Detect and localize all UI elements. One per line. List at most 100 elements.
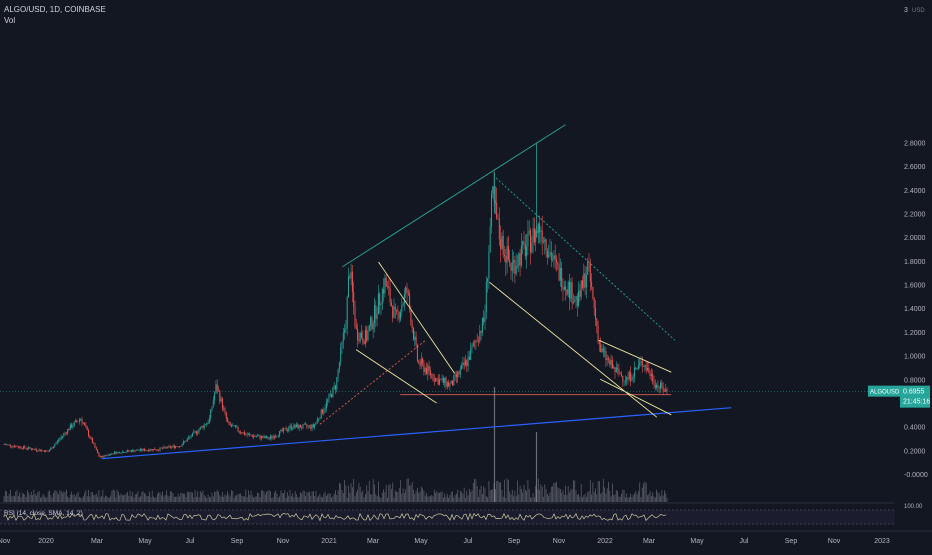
candle-body-417 <box>545 239 547 251</box>
volume-bar-89 <box>119 495 121 502</box>
candle-body-199 <box>262 436 264 438</box>
volume-bar-467 <box>610 496 612 502</box>
volume-bar-263 <box>345 485 347 502</box>
volume-bar-22 <box>32 494 33 502</box>
volume-bar-491 <box>641 487 643 502</box>
candle-body-31 <box>43 450 45 453</box>
volume-label[interactable]: Vol <box>4 16 16 25</box>
volume-bar-18 <box>27 489 28 502</box>
volume-bar-329 <box>431 495 433 502</box>
candle-body-134 <box>177 446 179 448</box>
candle-body-420 <box>549 252 551 255</box>
volume-bar-96 <box>128 495 130 502</box>
axis-tick-2.6000: 2.6000 <box>904 164 926 171</box>
time-label-16: Jul <box>740 538 749 545</box>
candle-body-427 <box>558 264 560 281</box>
volume-bar-222 <box>292 493 293 502</box>
volume-bar-261 <box>342 493 344 502</box>
candle-body-22 <box>32 449 34 451</box>
volume-bar-368 <box>482 494 483 502</box>
volume-bar-425 <box>556 481 557 502</box>
candle-body-154 <box>203 424 205 429</box>
volume-bar-149 <box>197 491 199 502</box>
candle-body-173 <box>228 422 230 423</box>
volume-bar-379 <box>496 480 498 502</box>
volume-bar-65 <box>88 489 89 502</box>
candle-body-351 <box>459 369 461 375</box>
volume-bar-59 <box>80 497 82 502</box>
volume-bar-84 <box>112 489 114 502</box>
candle-body-438 <box>572 301 574 304</box>
candle-body-36 <box>50 448 52 451</box>
time-axis[interactable]: Nov 2020 Mar May Jul Sep Nov 2021 Mar May Jul Sep No… <box>0 530 932 545</box>
volume-bar-301 <box>394 490 396 502</box>
candle-body-394 <box>515 265 517 274</box>
candle-body-338 <box>442 378 444 383</box>
volume-bar-271 <box>355 492 357 502</box>
volume-bar-28 <box>40 497 41 502</box>
volume-bar-420 <box>549 492 551 502</box>
candle-body-500 <box>653 381 655 385</box>
candle-body-72 <box>97 449 99 453</box>
volume-bar-152 <box>201 492 202 502</box>
candle-body-443 <box>579 290 581 297</box>
candle-body-101 <box>134 450 136 452</box>
candle-body-73 <box>98 452 100 457</box>
candle-body-391 <box>511 262 513 271</box>
volume-bar-46 <box>63 491 65 502</box>
candle-body-144 <box>190 436 192 438</box>
time-label-3: May <box>138 538 152 545</box>
candle-body-193 <box>254 435 256 437</box>
candle-body-125 <box>166 447 167 449</box>
volume-bar-254 <box>333 493 335 502</box>
candle-body-341 <box>446 382 448 387</box>
candle-body-395 <box>517 265 518 267</box>
volume-bar-19 <box>28 492 30 502</box>
candle-body-70 <box>94 443 96 448</box>
candles <box>3 142 668 458</box>
volume-bar-139 <box>184 493 186 502</box>
volume-bar-4 <box>8 493 10 502</box>
volume-bar-318 <box>417 487 418 502</box>
candle-body-131 <box>173 445 175 448</box>
candle-body-247 <box>324 408 326 411</box>
volume-bar-26 <box>37 492 39 502</box>
volume-bar-459 <box>600 493 602 502</box>
candle-body-2 <box>6 444 8 446</box>
volume-bar-81 <box>108 497 110 502</box>
volume-bar-331 <box>433 489 435 502</box>
volume-bar-155 <box>205 496 206 502</box>
volume-bar-466 <box>609 490 611 502</box>
volume-bar-225 <box>296 494 297 502</box>
volume-bar-315 <box>413 489 414 502</box>
candle-body-47 <box>64 432 66 434</box>
symbol-line[interactable]: ALGO/USD, 1D, COINBASE <box>4 5 106 14</box>
volume-bar-203 <box>267 490 269 502</box>
candle-body-34 <box>47 450 49 452</box>
volume-bar-404 <box>528 488 530 502</box>
price-axis[interactable]: 3 USD 2.8000 2.6000 2.4000 2.2000 2.0000 1.8000… <box>868 7 930 510</box>
volume-bar-83 <box>111 490 113 502</box>
axis-tick-0.2000: 0.2000 <box>904 448 926 455</box>
candle-body-23 <box>33 449 35 450</box>
candle-body-302 <box>396 309 398 311</box>
volume-bar-239 <box>314 495 316 502</box>
volume-bar-102 <box>136 493 137 502</box>
candle-body-24 <box>34 449 36 450</box>
candle-body-497 <box>649 372 651 376</box>
candle-body-116 <box>154 448 156 450</box>
volume-bar-494 <box>645 482 647 502</box>
candle-body-17 <box>25 447 27 449</box>
volume-bar-505 <box>660 496 661 502</box>
volume-bar-341 <box>446 493 448 502</box>
candle-body-223 <box>293 424 295 429</box>
candle-body-63 <box>85 424 87 427</box>
candle-body-258 <box>338 362 340 370</box>
volume-bar-480 <box>627 497 629 502</box>
candle-body-343 <box>449 383 451 387</box>
candle-body-210 <box>276 436 278 437</box>
volume-bar-504 <box>658 493 660 502</box>
volume-bar-143 <box>189 491 191 502</box>
